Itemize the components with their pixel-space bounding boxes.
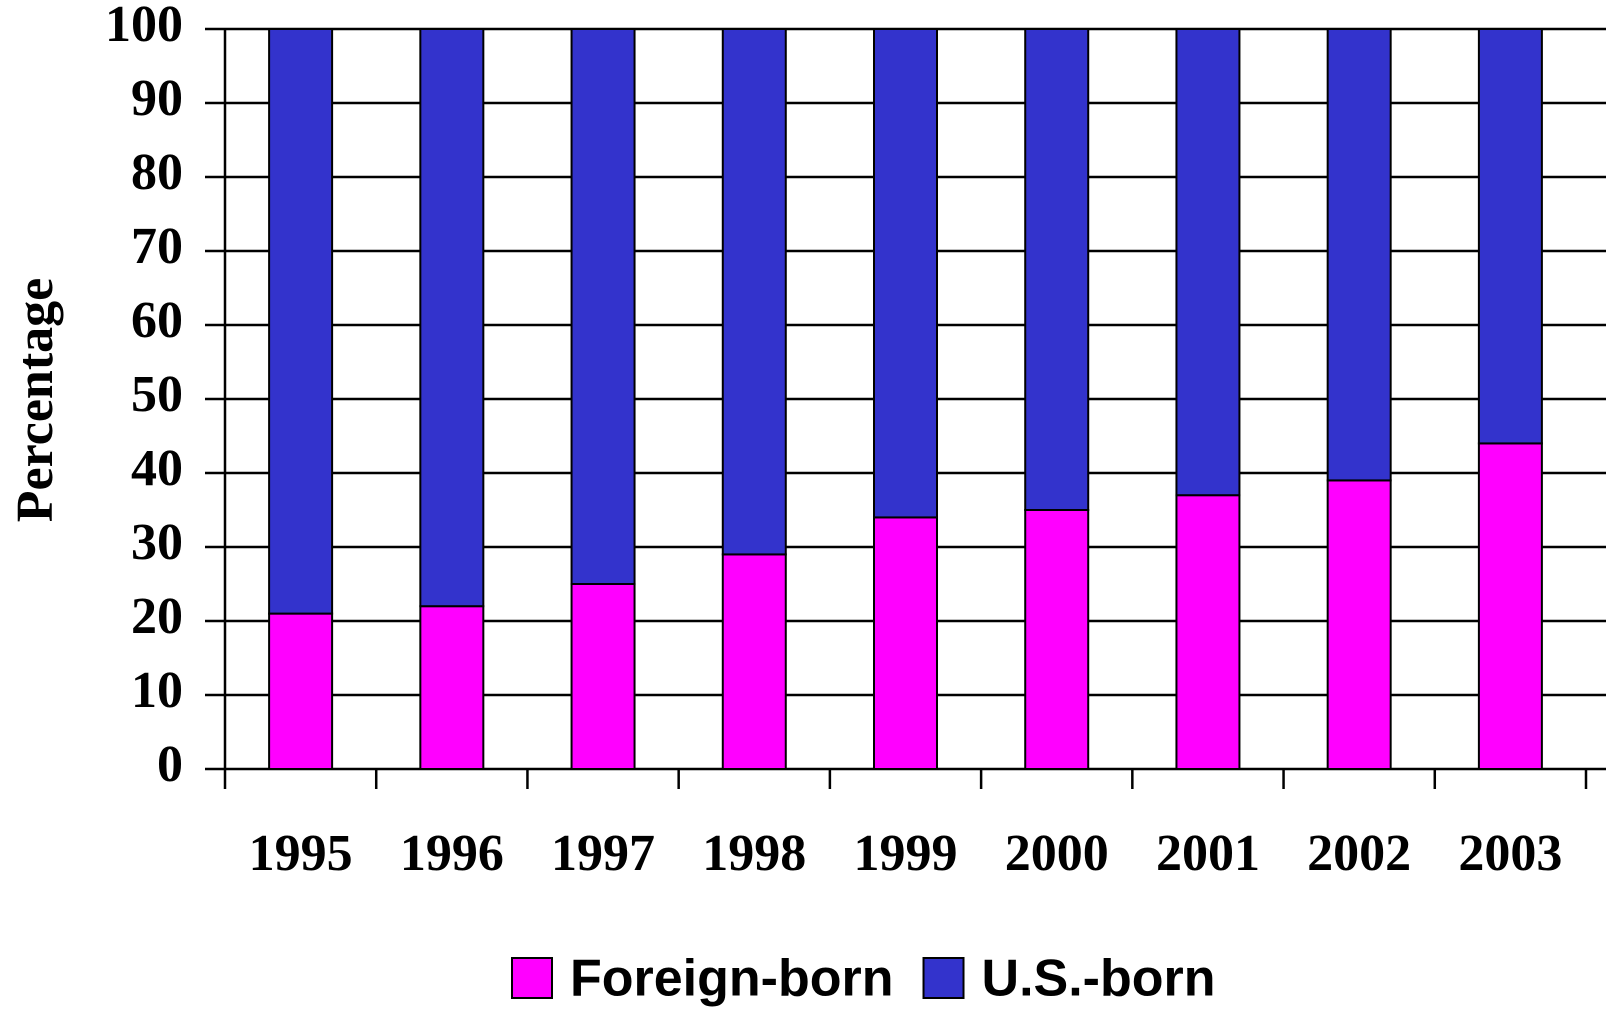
- bar-segment: [873, 516, 938, 771]
- legend-swatch: [511, 957, 553, 999]
- x-tick-label: 1995: [249, 825, 353, 882]
- y-tick-label: 100: [105, 0, 183, 53]
- y-tick-label: 20: [131, 588, 183, 645]
- bar-segment: [1024, 509, 1090, 770]
- x-tick-label: 2001: [1156, 825, 1260, 882]
- y-tick-label: 30: [131, 514, 183, 571]
- legend-label: Foreign-born: [570, 950, 894, 1008]
- bar-segment: [1326, 479, 1392, 770]
- y-tick-label: 10: [131, 662, 183, 719]
- bar-segment: [873, 28, 938, 519]
- legend-label: U.S.-born: [982, 950, 1216, 1008]
- bar-segment: [1024, 28, 1090, 511]
- bar-segment: [1477, 28, 1543, 445]
- bar-segment: [570, 583, 636, 770]
- bar-segment: [1326, 28, 1392, 482]
- x-tick-label: 2000: [1005, 825, 1109, 882]
- x-tick-label: 1997: [551, 825, 655, 882]
- x-tick-label: 1996: [400, 825, 504, 882]
- x-tick-label: 1999: [854, 825, 958, 882]
- bar-segment: [721, 28, 787, 556]
- bar-segment: [1477, 442, 1543, 770]
- bar-segment: [721, 553, 787, 771]
- bar-segment: [419, 605, 485, 771]
- bar-segment: [419, 28, 485, 608]
- legend-swatch: [922, 957, 965, 999]
- bar-segment: [1175, 494, 1241, 770]
- y-tick-label: 0: [157, 736, 183, 793]
- bar-segment: [1175, 28, 1241, 497]
- y-tick-label: 60: [131, 292, 183, 349]
- x-tick-label: 2002: [1307, 825, 1411, 882]
- x-tick-label: 2003: [1458, 825, 1562, 882]
- y-tick-label: 70: [131, 218, 183, 275]
- bar-segment: [268, 28, 334, 615]
- y-tick-label: 50: [131, 366, 183, 423]
- bar-segment: [570, 28, 636, 585]
- bar-segment: [268, 612, 334, 770]
- x-tick-label: 1998: [702, 825, 806, 882]
- y-tick-label: 40: [131, 440, 183, 497]
- y-tick-label: 90: [131, 70, 183, 127]
- y-tick-label: 80: [131, 144, 183, 201]
- y-axis-title: Percentage: [7, 278, 64, 522]
